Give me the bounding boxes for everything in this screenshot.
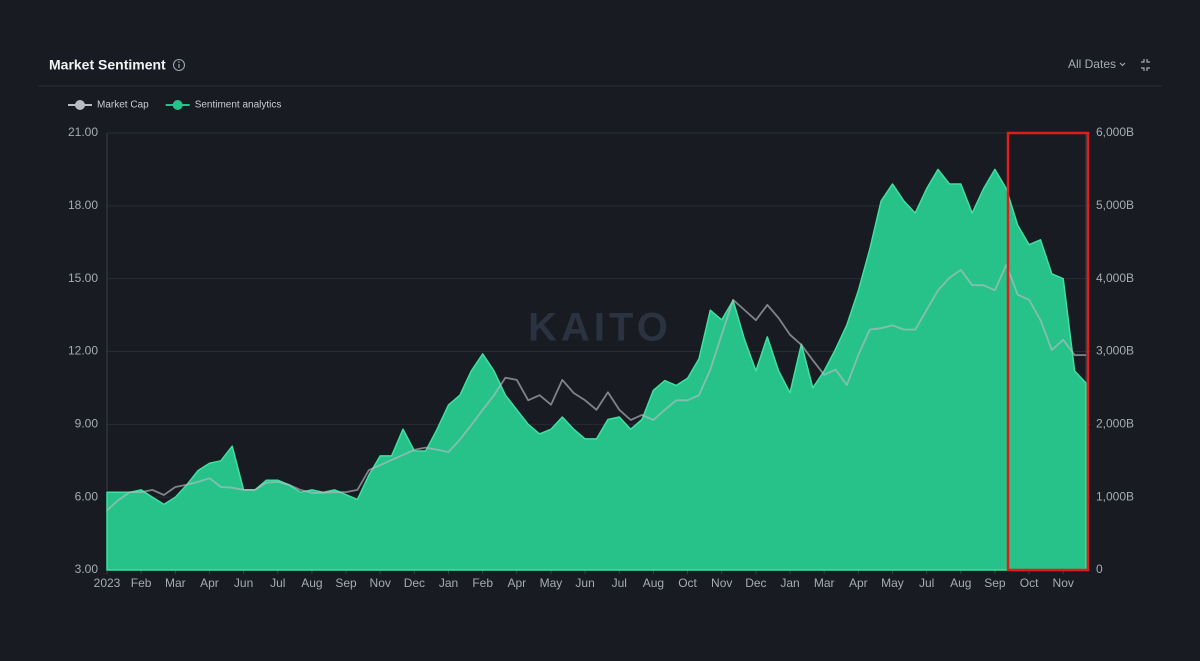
- x-tick-label: Jul: [270, 576, 285, 590]
- x-tick-label: Dec: [745, 576, 766, 590]
- x-tick-label: 2023: [94, 576, 121, 590]
- y-tick-label: 18.00: [68, 198, 98, 212]
- x-tick-label: Sep: [335, 576, 357, 590]
- x-tick-label: Oct: [1020, 576, 1039, 590]
- x-tick-label: Aug: [643, 576, 664, 590]
- x-tick-label: Apr: [200, 576, 219, 590]
- y2-tick-label: 3,000B: [1096, 344, 1134, 358]
- highlight-box: [1006, 131, 1090, 572]
- x-tick-label: Aug: [301, 576, 322, 590]
- x-tick-label: Jul: [919, 576, 934, 590]
- x-tick-label: May: [540, 576, 563, 590]
- x-tick-label: Oct: [678, 576, 697, 590]
- x-tick-label: Feb: [472, 576, 493, 590]
- info-icon[interactable]: [172, 58, 186, 72]
- x-tick-label: Mar: [814, 576, 835, 590]
- x-tick-label: Mar: [165, 576, 186, 590]
- y2-tick-label: 5,000B: [1096, 198, 1134, 212]
- y2-tick-label: 4,000B: [1096, 271, 1134, 285]
- legend-label: Sentiment analytics: [195, 100, 282, 111]
- chart-title: Market Sentiment: [49, 57, 166, 73]
- x-tick-label: Aug: [950, 576, 971, 590]
- x-tick-label: Jan: [439, 576, 458, 590]
- y2-tick-label: 6,000B: [1096, 125, 1134, 139]
- y-tick-label: 6.00: [75, 489, 99, 503]
- x-tick-label: Sep: [984, 576, 1006, 590]
- x-tick-label: Jun: [234, 576, 253, 590]
- y-tick-label: 12.00: [68, 344, 98, 358]
- x-tick-label: Jan: [780, 576, 799, 590]
- x-tick-label: Apr: [507, 576, 526, 590]
- y-tick-label: 3.00: [75, 562, 99, 576]
- x-tick-label: Dec: [404, 576, 425, 590]
- legend-label: Market Cap: [97, 100, 149, 111]
- legend-dot: [75, 100, 85, 110]
- legend-dot: [172, 100, 183, 110]
- market-cap-line: [106, 263, 1086, 511]
- sentiment-area: [106, 168, 1087, 571]
- x-tick-label: Jun: [575, 576, 594, 590]
- date-filter[interactable]: All Dates: [1068, 57, 1126, 71]
- x-tick-label: Jul: [612, 576, 627, 590]
- x-tick-label: Feb: [131, 576, 152, 590]
- date-filter-label[interactable]: All Dates: [1068, 57, 1116, 71]
- x-tick-label: Nov: [711, 576, 732, 590]
- y2-tick-label: 0: [1096, 562, 1103, 576]
- expand-button[interactable]: [1141, 59, 1150, 71]
- y-tick-label: 21.00: [68, 125, 98, 139]
- y-tick-label: 9.00: [75, 417, 99, 431]
- y2-tick-label: 1,000B: [1096, 489, 1134, 503]
- x-tick-label: May: [881, 576, 904, 590]
- watermark: KAITO: [528, 306, 672, 350]
- y2-tick-label: 2,000B: [1096, 417, 1134, 431]
- x-tick-label: Nov: [1053, 576, 1074, 590]
- x-tick-label: Nov: [370, 576, 391, 590]
- x-tick-label: Apr: [849, 576, 868, 590]
- y-tick-label: 15.00: [68, 271, 98, 285]
